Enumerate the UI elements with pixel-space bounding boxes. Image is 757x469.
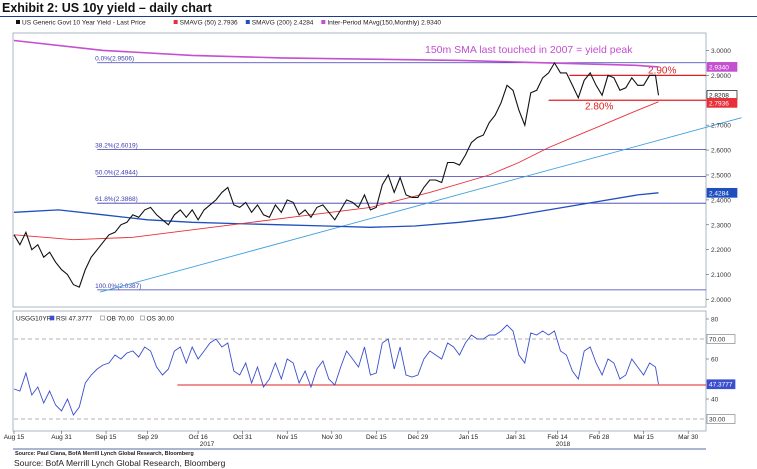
value-tag-label: 2.7936 — [709, 100, 729, 107]
page-title: Exhibit 2: US 10y yield – daily chart — [2, 1, 212, 15]
legend-label: OB 70.00 — [107, 316, 135, 323]
rsi-series — [13, 324, 659, 416]
x-tick-label: Aug 15 — [4, 434, 25, 441]
legend-label: USGG10YR — [16, 316, 52, 323]
x-tick-label: Mar 15 — [634, 434, 655, 441]
fib-label: 50.0%(2.4944) — [95, 169, 138, 176]
x-axis: Aug 15 Aug 31 Sep 15 Sep 29 Oct 16 Oct 31 Nov … — [4, 431, 699, 441]
y-tick-label: 2.3000 — [711, 222, 731, 229]
x-tick-label: Sep 29 — [137, 434, 158, 441]
main-legend: US Generic Govt 10 Year Yield - Last Pri… — [16, 20, 441, 27]
x-tick-label: Feb 28 — [589, 434, 610, 441]
x-tick-label: Dec 29 — [408, 434, 429, 441]
rsi-line — [13, 324, 659, 416]
y-tick-label: 60 — [711, 357, 719, 364]
fib-label: 38.2%(2.6019) — [95, 143, 138, 150]
x-tick-label: Nov 15 — [277, 434, 298, 441]
x-tick-label: Aug 31 — [51, 434, 72, 441]
x-tick-label: Oct 16 — [189, 434, 209, 441]
main-series — [13, 39, 742, 293]
legend-swatch — [49, 315, 55, 321]
sma200-line — [13, 192, 659, 228]
source-inner: Source: Paul Ciana, BofA Merrill Lynch G… — [15, 451, 194, 457]
value-tag-box — [706, 334, 736, 344]
year-label-2018: 2018 — [556, 441, 571, 448]
x-tick-label: Mar 30 — [678, 434, 699, 441]
legend-swatch — [321, 20, 326, 24]
value-tag-label: 70.00 — [709, 337, 726, 344]
value-tag-label: 30.00 — [709, 417, 726, 424]
rsi-value-tags: 70.00 47.3777 30.00 — [706, 334, 736, 424]
rsi-y-axis: 80 60 40 — [706, 317, 719, 404]
price-line — [13, 61, 660, 288]
value-tag-label: 2.9340 — [709, 64, 729, 71]
legend-label: SMAVG (200) 2.4284 — [252, 20, 314, 27]
value-tag-box — [706, 187, 738, 198]
y-tick-label: 2.1000 — [711, 272, 731, 279]
legend-label: OS 30.00 — [147, 316, 175, 323]
main-y-axis: 3.00002.90002.80002.70002.60002.50002.40… — [706, 48, 731, 304]
trend-line — [99, 117, 742, 293]
x-tick-label: Nov 30 — [321, 434, 342, 441]
value-tag-label: 2.4284 — [709, 190, 729, 197]
legend-label: RSI 47.3777 — [56, 316, 93, 323]
y-tick-label: 2.2000 — [711, 247, 731, 254]
y-tick-label: 2.9000 — [711, 73, 731, 80]
value-tag-label: 2.8208 — [709, 93, 729, 100]
y-tick-label: 2.0000 — [711, 297, 731, 304]
legend-swatch — [140, 315, 145, 321]
value-tag-box — [706, 414, 736, 424]
level-label: 2.90% — [648, 65, 676, 76]
legend-swatch — [173, 20, 178, 24]
value-tag-box — [706, 97, 738, 108]
fib-label: 0.0%(2.9506) — [95, 56, 134, 63]
legend-swatch — [245, 20, 250, 24]
legend-swatch — [100, 315, 105, 321]
legend-swatch — [16, 20, 20, 24]
y-tick-label: 40 — [711, 397, 719, 404]
y-tick-label: 3.0000 — [711, 48, 731, 55]
y-tick-label: 2.4000 — [711, 197, 731, 204]
rsi-lines — [14, 338, 706, 420]
value-tag-label: 47.3777 — [709, 382, 733, 389]
source-note: Source: BofA Merrill Lynch Global Resear… — [14, 458, 226, 468]
y-tick-label: 2.6000 — [711, 148, 731, 155]
title-rule — [0, 16, 757, 17]
sma50-line — [13, 101, 659, 241]
fibonacci-levels: 0.0%(2.9506) 38.2%(2.6019) 50.0%(2.4944) 61… — [95, 56, 706, 291]
level-label: 2.80% — [585, 101, 613, 112]
x-tick-label: Feb 14 — [547, 434, 568, 441]
value-tag-box — [706, 62, 738, 72]
x-tick-label: Dec 15 — [366, 434, 387, 441]
red-levels: 2.90% 2.80% — [548, 65, 706, 112]
main-panel-frame — [12, 32, 707, 308]
mavg150m-line — [13, 39, 659, 68]
fib-label: 100.0%(2.0387) — [95, 283, 141, 290]
rsi-panel-frame — [12, 310, 707, 432]
y-tick-label: 80 — [711, 317, 719, 324]
y-tick-label: 2.5000 — [711, 172, 731, 179]
y-tick-label: 2.7000 — [711, 123, 731, 130]
fib-label: 61.8%(2.3868) — [95, 196, 138, 203]
x-tick-label: Jan 31 — [506, 434, 526, 441]
year-label-2017: 2017 — [200, 441, 215, 448]
x-tick-label: Sep 15 — [96, 434, 117, 441]
rsi-legend: USGG10YR RSI 47.3777 OB 70.00 OS 30.00 — [16, 316, 174, 323]
annotation-text: 150m SMA last touched in 2007 = yield pe… — [425, 44, 633, 56]
x-tick-label: Oct 31 — [233, 434, 253, 441]
legend-label: US Generic Govt 10 Year Yield - Last Pri… — [22, 20, 146, 27]
legend-label: SMAVG (50) 2.7936 — [180, 20, 238, 27]
x-tick-label: Jan 15 — [459, 434, 479, 441]
legend-label: Inter-Period MAvg(150,Monthly) 2.9340 — [327, 20, 441, 27]
value-tag-box — [706, 379, 736, 390]
